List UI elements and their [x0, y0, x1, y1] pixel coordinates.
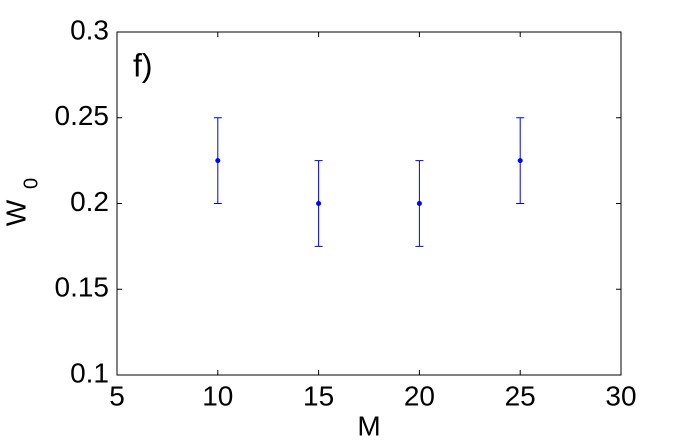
- annotation: f): [133, 47, 153, 83]
- y-tick-label: 0.3: [70, 14, 109, 45]
- y-tick-label: 0.25: [55, 100, 110, 131]
- x-tick-label: 25: [505, 380, 536, 411]
- x-tick-label: 5: [109, 380, 125, 411]
- y-axis-label-group: W 0: [0, 178, 42, 226]
- x-tick-label: 30: [605, 380, 636, 411]
- y-tick-label: 0.2: [70, 186, 109, 217]
- x-tick-label: 15: [303, 380, 334, 411]
- x-axis-label: M: [357, 410, 380, 441]
- y-tick-label: 0.1: [70, 357, 109, 388]
- data-point: [517, 158, 523, 164]
- plot-box: [116, 31, 622, 376]
- x-tick-label: 20: [404, 380, 435, 411]
- y-tick-label: 0.15: [55, 272, 110, 303]
- x-tick-label: 10: [202, 380, 233, 411]
- data-point: [416, 201, 422, 206]
- data-point: [215, 158, 221, 164]
- y-axis-label: W: [0, 199, 31, 226]
- data-point: [316, 201, 322, 206]
- y-axis-label-subscript: 0: [20, 178, 42, 189]
